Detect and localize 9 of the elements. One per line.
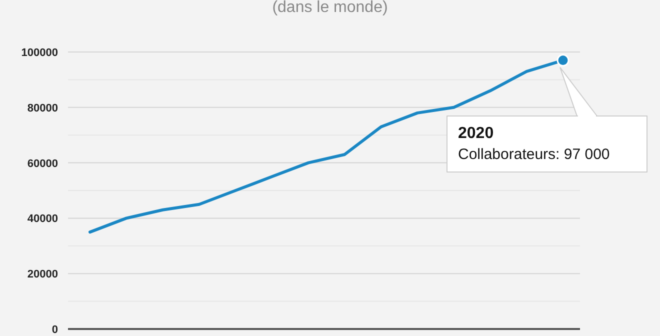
y-tick-label: 80000 xyxy=(27,102,58,114)
annotation: 2020 xyxy=(458,125,494,142)
y-tick-label: 40000 xyxy=(27,213,58,226)
y-tick-label: 60000 xyxy=(27,158,58,170)
annotation: Collaborateurs: 97 000 xyxy=(458,146,610,163)
chart-title: (dans le monde) xyxy=(272,0,388,16)
y-tick-label: 20000 xyxy=(27,268,58,281)
y-tick-label: 100000 xyxy=(21,47,58,59)
y-tick-label: 0 xyxy=(52,324,58,336)
